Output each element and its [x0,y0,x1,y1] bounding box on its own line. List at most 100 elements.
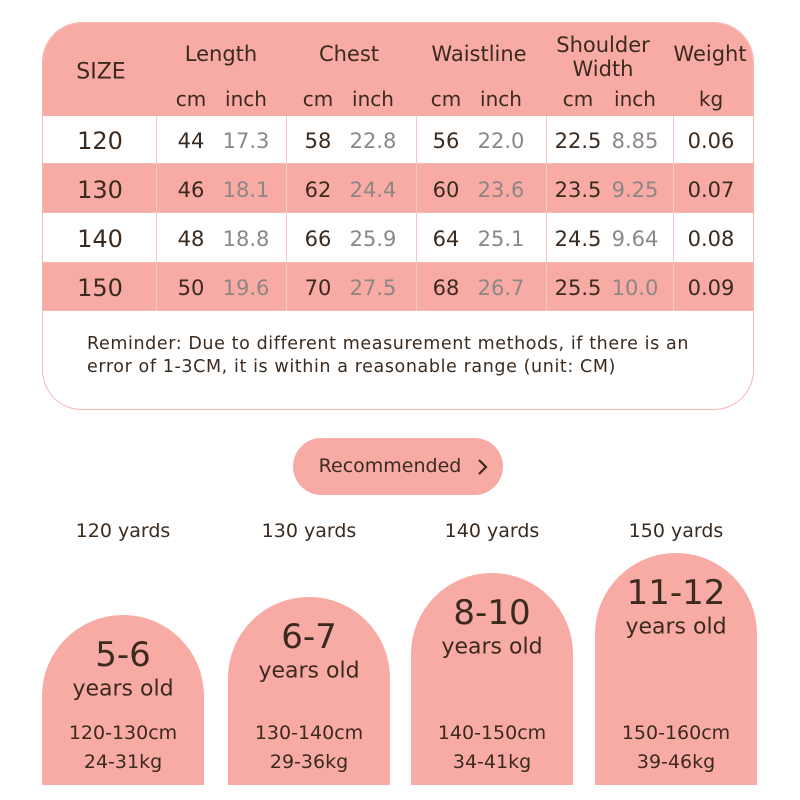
cell-value: 46 [177,177,205,202]
unit-label: inch [352,87,394,111]
cell-value: 19.6 [222,276,270,300]
cell-divider [673,263,674,311]
cell-value: 22.5 [554,129,602,153]
cell-value: 0.08 [687,227,735,251]
yards-label: 140 yards [444,520,540,542]
cell-value: 9.25 [611,177,659,202]
cell-value: 68 [432,276,460,300]
age-card [228,597,390,785]
cell-value: 10.0 [611,276,659,300]
unit-label: cm [562,87,594,111]
cell-divider [156,164,157,213]
height-range: 120-130cm [68,722,178,744]
cell-value: 18.8 [222,227,270,251]
age-range: 6-7 [281,617,337,657]
size-value: 120 [77,127,123,155]
height-range: 140-150cm [437,722,547,744]
unit-label: cm [430,87,462,111]
height-range: 150-160cm [621,722,731,744]
age-range: 8-10 [453,593,531,633]
recommended-button[interactable]: Recommended [293,438,503,495]
cell-divider [546,116,547,164]
cell-divider [286,263,287,311]
column-name: Waistline [431,42,527,66]
unit-label: inch [614,87,656,111]
cell-value: 27.5 [349,276,397,300]
age-card [595,553,757,785]
column-name: Weight [673,42,747,66]
age-card [411,573,573,785]
cell-value: 70 [304,276,332,300]
cell-value: 0.09 [687,276,735,300]
cell-divider [416,116,417,164]
cell-value: 22.8 [349,129,397,153]
age-unit: years old [72,676,174,702]
row-divider [43,310,753,311]
cell-value: 8.85 [611,129,659,153]
age-unit: years old [625,614,727,640]
cell-value: 22.0 [477,129,525,153]
cell-divider [546,164,547,213]
cell-value: 56 [432,129,460,153]
cell-value: 44 [177,129,205,153]
cell-value: 48 [177,227,205,251]
yards-label: 120 yards [75,520,171,542]
header-bg [43,23,753,116]
cell-value: 26.7 [477,276,525,300]
cell-value: 17.3 [222,129,270,153]
cell-divider [416,164,417,213]
age-unit: years old [441,634,543,660]
cell-value: 62 [304,177,332,202]
cell-divider [156,263,157,311]
cell-value: 23.5 [554,177,602,202]
row-bg [43,263,753,311]
cell-divider [416,213,417,263]
cell-value: 24.4 [349,177,397,202]
cell-value: 66 [304,227,332,251]
cell-value: 0.07 [687,177,735,202]
cell-divider [546,213,547,263]
weight-range: 39-46kg [636,751,716,773]
cell-value: 58 [304,129,332,153]
cell-value: 23.6 [477,177,525,202]
row-divider [43,212,753,213]
row-bg [43,164,753,213]
cell-value: 25.5 [554,276,602,300]
age-range: 11-12 [626,573,726,613]
row-divider [43,262,753,263]
cell-divider [416,263,417,311]
cell-value: 9.64 [611,227,659,251]
button-label: Recommended [318,455,462,477]
cell-divider [156,213,157,263]
cell-divider [156,116,157,164]
column-name: Length [184,42,258,66]
row-divider [43,163,753,164]
cell-divider [673,164,674,213]
column-name: Shoulder Width [556,33,650,81]
cell-divider [546,263,547,311]
age-unit: years old [258,658,360,684]
chevron-icon [478,459,488,475]
size-value: 140 [77,225,123,253]
cell-value: 18.1 [222,177,270,202]
unit-label: inch [225,87,267,111]
cell-value: 64 [432,227,460,251]
cell-value: 25.1 [477,227,525,251]
weight-range: 34-41kg [452,751,532,773]
unit-label: cm [302,87,334,111]
age-range: 5-6 [95,635,151,675]
unit-label: kg [698,87,724,111]
size-value: 150 [77,274,123,302]
yards-label: 150 yards [628,520,724,542]
cell-value: 60 [432,177,460,202]
cell-divider [286,116,287,164]
cell-value: 25.9 [349,227,397,251]
cell-divider [673,213,674,263]
cell-divider [286,164,287,213]
weight-range: 24-31kg [83,751,163,773]
age-card [42,615,204,785]
unit-label: inch [480,87,522,111]
yards-label: 130 yards [261,520,357,542]
cell-value: 50 [177,276,205,300]
